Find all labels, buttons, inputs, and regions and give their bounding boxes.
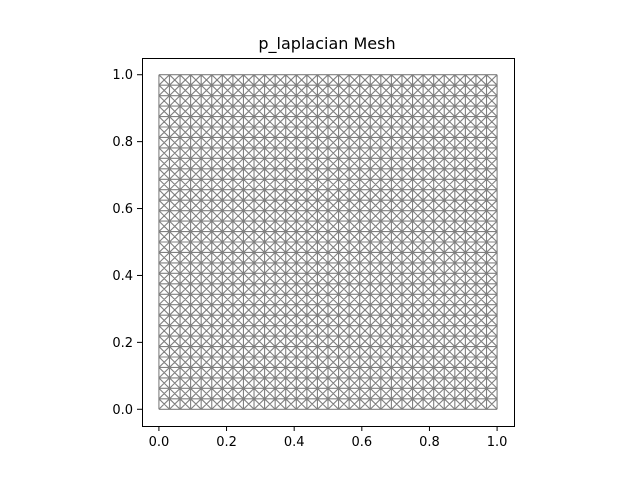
mesh-lines — [158, 74, 498, 410]
y-tick-label: 0.0 — [112, 403, 133, 418]
chart-title: p_laplacian Mesh — [258, 34, 395, 54]
x-tick-label: 0.2 — [216, 435, 237, 450]
x-tick-label: 0.4 — [284, 435, 305, 450]
x-axis: 0.0 0.2 0.4 0.6 0.8 1.0 — [149, 426, 508, 450]
y-axis: 0.0 0.2 0.4 0.6 0.8 1.0 — [112, 68, 142, 418]
x-tick-label: 0.8 — [419, 435, 440, 450]
axes-frame — [142, 58, 515, 427]
y-tick-label: 0.4 — [112, 269, 133, 284]
y-tick-label: 1.0 — [112, 68, 133, 83]
y-tick-label: 0.2 — [112, 336, 133, 351]
y-tick-label: 0.8 — [112, 135, 133, 150]
x-tick-label: 1.0 — [487, 435, 508, 450]
x-tick-label: 0.0 — [149, 435, 170, 450]
x-tick-label: 0.6 — [351, 435, 372, 450]
y-tick-label: 0.6 — [112, 202, 133, 217]
mesh-edges — [158, 74, 498, 410]
